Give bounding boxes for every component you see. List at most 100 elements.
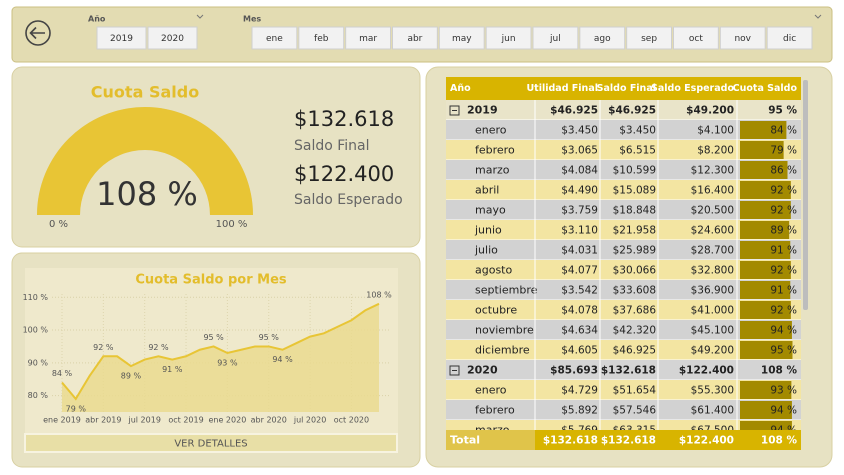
table-cell: $12.300	[691, 165, 734, 177]
column-header[interactable]: Saldo Final	[597, 83, 656, 94]
table-cell: 92 %	[770, 265, 797, 277]
month-button[interactable]	[345, 26, 391, 50]
row-label: enero	[475, 124, 507, 137]
table-cell: $49.200	[691, 345, 734, 357]
data-label: 92 %	[148, 343, 169, 352]
row-label: 2019	[467, 104, 498, 117]
total-label: Total	[450, 434, 480, 447]
month-button[interactable]	[626, 26, 673, 50]
row-label: abril	[475, 184, 499, 197]
y-tick-label: 80 %	[28, 391, 49, 400]
month-button-label[interactable]: ene	[266, 34, 283, 44]
data-label: 92 %	[93, 343, 114, 352]
month-button-label[interactable]: jun	[501, 34, 516, 44]
month-button[interactable]	[719, 26, 766, 50]
table-cell: $3.450	[619, 125, 656, 137]
table-cell: $4.490	[561, 185, 598, 197]
expand-toggle[interactable]	[449, 365, 460, 376]
month-button[interactable]	[766, 26, 813, 50]
row-label: febrero	[475, 144, 515, 157]
table-cell: $49.200	[686, 105, 734, 117]
table-cell: $42.320	[613, 325, 656, 337]
year-button-label[interactable]: 2020	[161, 34, 184, 44]
table-cell: $25.989	[613, 245, 656, 257]
scrollbar[interactable]	[803, 80, 808, 310]
kpi-label: Saldo Final	[294, 138, 370, 154]
column-header[interactable]: Utilidad Final	[526, 83, 598, 94]
back-button[interactable]	[25, 20, 51, 46]
table-cell: $4.078	[561, 305, 598, 317]
row-label: diciembre	[475, 344, 530, 357]
row-label: junio	[474, 224, 502, 237]
month-button-label[interactable]: jul	[549, 34, 561, 44]
month-button-label[interactable]: oct	[689, 34, 703, 44]
month-button-label[interactable]: sep	[641, 34, 657, 44]
table-cell: 94 %	[770, 325, 797, 337]
year-button[interactable]	[147, 26, 198, 50]
table-cell: 92 %	[770, 185, 797, 197]
month-button[interactable]	[392, 26, 438, 50]
chart-title: Cuota Saldo por Mes	[135, 273, 287, 288]
data-label: 95 %	[203, 333, 224, 342]
button-label[interactable]: VER DETALLES	[174, 439, 247, 450]
data-label: 94 %	[272, 355, 293, 364]
year-button[interactable]	[96, 26, 147, 50]
month-button[interactable]	[673, 26, 719, 50]
table-cell: 84 %	[770, 125, 797, 137]
table-cell: 92 %	[770, 205, 797, 217]
total-cell: $122.400	[679, 435, 734, 447]
row-label: marzo	[475, 164, 510, 177]
table-cell: $46.925	[550, 105, 598, 117]
table-cell: $41.000	[691, 305, 734, 317]
month-button-label[interactable]: abr	[407, 34, 422, 44]
table-cell: $67.500	[691, 425, 734, 437]
month-button[interactable]	[251, 26, 298, 50]
month-button-label[interactable]: dic	[783, 34, 796, 44]
month-button[interactable]	[532, 26, 579, 50]
month-button[interactable]	[438, 26, 485, 50]
data-bar	[740, 141, 784, 159]
month-button-label[interactable]: may	[452, 34, 472, 44]
month-button-label[interactable]: mar	[359, 34, 377, 44]
year-dropdown[interactable]	[196, 14, 204, 19]
y-tick-label: 90 %	[28, 358, 49, 367]
total-label-cell	[446, 430, 535, 450]
table-cell: $24.600	[691, 225, 734, 237]
table-cell: $32.800	[691, 265, 734, 277]
month-button[interactable]	[298, 26, 345, 50]
data-bar	[740, 341, 793, 359]
table-cell: $45.100	[691, 325, 734, 337]
month-dropdown[interactable]	[814, 14, 822, 19]
table-cell: $122.400	[679, 365, 734, 377]
x-tick-label: oct 2020	[334, 416, 369, 425]
table-cell: $4.077	[561, 265, 598, 277]
row-label: agosto	[475, 264, 512, 277]
month-button-label[interactable]: nov	[734, 34, 751, 44]
column-header[interactable]: Cuota Saldo	[733, 83, 798, 94]
x-tick-label: oct 2019	[168, 416, 203, 425]
table-cell: $3.759	[561, 205, 598, 217]
table-cell: $20.500	[691, 205, 734, 217]
data-bar	[740, 121, 787, 139]
month-button[interactable]	[485, 26, 532, 50]
y-tick-label: 110 %	[23, 293, 49, 302]
table-cell: $5.892	[561, 405, 598, 417]
details-button[interactable]: VER DETALLES	[24, 433, 398, 453]
data-label: 79 %	[66, 404, 87, 413]
month-button-label[interactable]: feb	[314, 34, 329, 44]
table-cell: $3.065	[561, 145, 598, 157]
table-cell: 94 %	[770, 405, 797, 417]
kpi-value: $132.618	[294, 107, 394, 131]
table-cell: $10.599	[613, 165, 656, 177]
expand-toggle[interactable]	[449, 105, 460, 116]
data-label: 84 %	[52, 369, 73, 378]
table-cell: $4.031	[561, 245, 598, 257]
year-button-label[interactable]: 2019	[110, 34, 133, 44]
column-header[interactable]: Saldo Esperado	[651, 83, 734, 94]
gauge-tick-label: 100 %	[216, 219, 248, 230]
month-button[interactable]	[579, 26, 626, 50]
kpi-value: $122.400	[294, 162, 394, 186]
x-tick-label: ene 2019	[43, 416, 81, 425]
month-button-label[interactable]: ago	[594, 34, 611, 44]
